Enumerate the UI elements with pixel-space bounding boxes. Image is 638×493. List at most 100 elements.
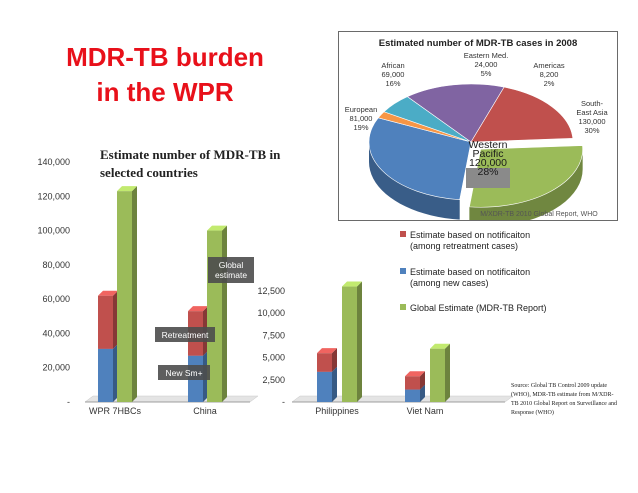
- pie-label-americas-0: Americas: [533, 61, 565, 70]
- legend-item-global: Global Estimate (MDR-TB Report): [400, 303, 547, 314]
- pie-label-eastern-med-0: Eastern Med.: [464, 51, 509, 60]
- pie-label-south-east-asia-0: South-: [581, 99, 604, 108]
- chart-right-xtick-1: Viet Nam: [407, 406, 444, 416]
- pie-label-european-2: 19%: [353, 123, 368, 132]
- chart-left-callout-retreatment-box: [155, 327, 215, 342]
- chart-right-bar-global-1-top: [430, 343, 450, 349]
- pie-slice-4: [406, 83, 505, 143]
- legend-label-retreatment-2: (among retreatment cases): [410, 241, 519, 251]
- chart-left-ytick-5: 100,000: [37, 226, 70, 236]
- pie-title: Estimated number of MDR-TB cases in 2008: [379, 38, 578, 49]
- chart-right-ytick-1: 2,500: [262, 375, 285, 385]
- chart-right-bar-global-0: [342, 286, 357, 402]
- chart-left-callout-new-box: [158, 365, 210, 380]
- chart-right-bar-global-1: [430, 348, 445, 402]
- pie-label-african-0: African: [381, 61, 404, 70]
- pie-label-western-pacific-3: 28%: [477, 166, 498, 178]
- chart-left-ytick-1: 20,000: [42, 363, 70, 373]
- chart-left-ytick-4: 80,000: [42, 260, 70, 270]
- pie-label-african-1: 69,000: [382, 70, 405, 79]
- chart-left-xtick-0: WPR 7HBCs: [89, 406, 142, 416]
- pie-label-south-east-asia-3: 30%: [584, 126, 599, 135]
- chart-right-ytick-0: -: [282, 397, 285, 407]
- chart-left-ytick-3: 60,000: [42, 294, 70, 304]
- chart-left-bar-global-0-side: [132, 186, 137, 402]
- legend-item-new: Estimate based on notificaiton (among ne…: [400, 267, 530, 289]
- chart-left-ytick-0: -: [67, 397, 70, 407]
- chart-left-bar-retreatment-0-top: [98, 290, 118, 296]
- pie-slice-0: [469, 145, 583, 208]
- chart-left-bar-global-0: [117, 191, 132, 402]
- chart-right-bar-retreatment-0-top: [317, 348, 337, 354]
- pie-label-eastern-med-1: 24,000: [475, 60, 498, 69]
- chart-right-bar-global-0-side: [357, 281, 362, 402]
- chart-left-bar-global-0-top: [117, 186, 137, 192]
- pie-label-south-east-asia-1: East Asia: [576, 108, 608, 117]
- pie-slice-1: [368, 117, 472, 200]
- pie-chart-panel: Estimated number of MDR-TB cases in 2008…: [338, 31, 618, 228]
- chart-left-callout-global-text-0: Global: [219, 260, 244, 270]
- chart-left-title: Estimate number of MDR-TB in selected co…: [100, 147, 281, 180]
- chart-right-bar-new-1-side: [420, 384, 425, 402]
- chart-left-xtick-1: China: [193, 406, 217, 416]
- chart-right-ytick-4: 10,000: [257, 308, 285, 318]
- pie-label-americas-1: 8,200: [540, 70, 559, 79]
- pie-slice-5: [470, 86, 574, 143]
- legend: Estimate based on notificaiton (among re…: [400, 230, 630, 320]
- chart-right-bar-new-0: [317, 371, 332, 402]
- source-note: Source: Global TB Control 2009 update (W…: [511, 383, 617, 416]
- chart-left-ytick-7: 140,000: [37, 157, 70, 167]
- chart-left-ytick-2: 40,000: [42, 328, 70, 338]
- legend-swatch-global: [400, 304, 406, 310]
- legend-label-retreatment-1: Estimate based on notificaiton: [410, 230, 531, 240]
- chart-right-bar-global-0-top: [342, 281, 362, 287]
- pie-label-african-2: 16%: [385, 79, 400, 88]
- pie-slice-side-1: [369, 142, 460, 220]
- pie-slice-side-0: [469, 149, 583, 228]
- chart-right-bar-retreatment-1-side: [420, 371, 425, 390]
- pie-chart: Estimated number of MDR-TB cases in 2008…: [345, 38, 608, 228]
- legend-swatch-retreatment: [400, 231, 406, 237]
- chart-right-bar-global-1-side: [445, 343, 450, 402]
- chart-right-ytick-3: 7,500: [262, 330, 285, 340]
- chart-left-bar-retreatment-1-top: [188, 306, 208, 312]
- chart-right-bar-retreatment-1-top: [405, 371, 425, 377]
- chart-left-bar-new-0: [98, 348, 113, 402]
- chart-left-callout-global-text-1: estimate: [215, 270, 247, 280]
- chart-right-bar-new-1: [405, 389, 420, 402]
- pie-credit: M/XDR-TB 2010 Global Report, WHO: [480, 211, 598, 218]
- pie-label-americas-2: 2%: [544, 79, 555, 88]
- chart-left-bar-retreatment-0: [98, 295, 113, 349]
- slide-title-line2: in the WPR: [96, 77, 234, 107]
- chart-left-callout-retreatment-text-0: Retreatment: [162, 330, 209, 340]
- chart-left-bar-new-0-side: [113, 343, 118, 402]
- pie-label-western-pacific-2: 120,000: [469, 157, 507, 169]
- legend-label-new-1: Estimate based on notificaiton: [410, 267, 531, 277]
- chart-right-ytick-2: 5,000: [262, 353, 285, 363]
- pie-label-eastern-med-2: 5%: [481, 69, 492, 78]
- chart-left-ytick-6: 120,000: [37, 191, 70, 201]
- pie-label-european-1: 81,000: [350, 114, 373, 123]
- chart-left-callout-global-box: [208, 257, 254, 283]
- legend-swatch-new: [400, 268, 406, 274]
- pie-label-south-east-asia-2: 130,000: [578, 117, 605, 126]
- legend-label-new-2: (among new cases): [410, 278, 489, 288]
- chart-left-bar-retreatment-0-side: [113, 290, 118, 349]
- chart-right-bar-new-0-side: [332, 366, 337, 402]
- pie-label-european-0: European: [345, 105, 378, 114]
- chart-right-xtick-0: Philippines: [315, 406, 359, 416]
- chart-left-bar-global-1-top: [207, 225, 227, 231]
- legend-item-retreatment: Estimate based on notificaiton (among re…: [400, 230, 530, 252]
- chart-left-callout-new-text-0: New Sm+: [165, 368, 202, 378]
- pie-label-western-pacific-highlight: [466, 168, 510, 188]
- chart-right-bar-retreatment-0-side: [332, 348, 337, 372]
- legend-label-global: Global Estimate (MDR-TB Report): [410, 303, 547, 313]
- slide-title: MDR-TB burden in the WPR: [20, 40, 310, 110]
- chart-right-ytick-5: 12,500: [257, 286, 285, 296]
- slide-title-line1: MDR-TB burden: [66, 42, 264, 72]
- chart-right-bar-retreatment-1: [405, 376, 420, 390]
- chart-right-bar-retreatment-0: [317, 353, 332, 372]
- pie-label-western-pacific-0: Western: [469, 139, 508, 151]
